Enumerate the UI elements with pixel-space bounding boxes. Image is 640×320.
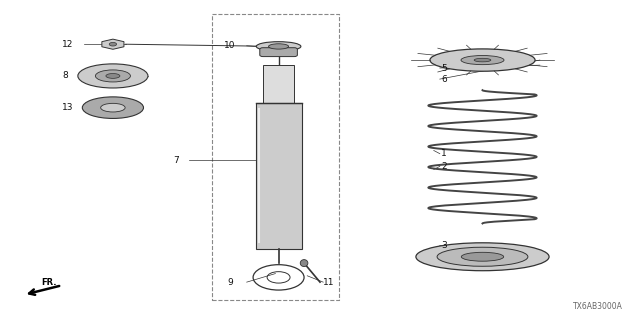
Ellipse shape [474,58,491,62]
Text: 12: 12 [62,40,74,49]
Ellipse shape [106,74,120,78]
Bar [263,65,294,103]
Bar [212,14,339,300]
Ellipse shape [430,49,535,71]
Text: 13: 13 [62,103,74,112]
Text: 7: 7 [173,156,179,164]
Ellipse shape [83,97,143,118]
Text: 2: 2 [441,162,447,171]
Text: 9: 9 [228,278,234,287]
Ellipse shape [256,42,301,51]
Text: TX6AB3000A: TX6AB3000A [573,302,623,311]
Ellipse shape [416,243,549,271]
Ellipse shape [100,103,125,112]
Ellipse shape [437,247,528,266]
Text: 10: 10 [225,41,236,50]
Text: FR.: FR. [41,278,56,287]
Polygon shape [102,39,124,49]
Ellipse shape [78,64,148,88]
Ellipse shape [461,252,504,261]
Text: 4: 4 [441,252,447,261]
Text: 3: 3 [441,241,447,250]
FancyBboxPatch shape [260,48,298,57]
Bar [255,103,301,249]
Ellipse shape [269,44,289,49]
Text: 8: 8 [62,71,68,80]
Ellipse shape [461,55,504,65]
Text: 1: 1 [441,149,447,158]
Ellipse shape [95,70,131,82]
Circle shape [109,42,116,46]
Text: 5: 5 [441,63,447,73]
Text: 6: 6 [441,75,447,84]
Ellipse shape [300,260,308,267]
Text: 11: 11 [323,278,335,287]
